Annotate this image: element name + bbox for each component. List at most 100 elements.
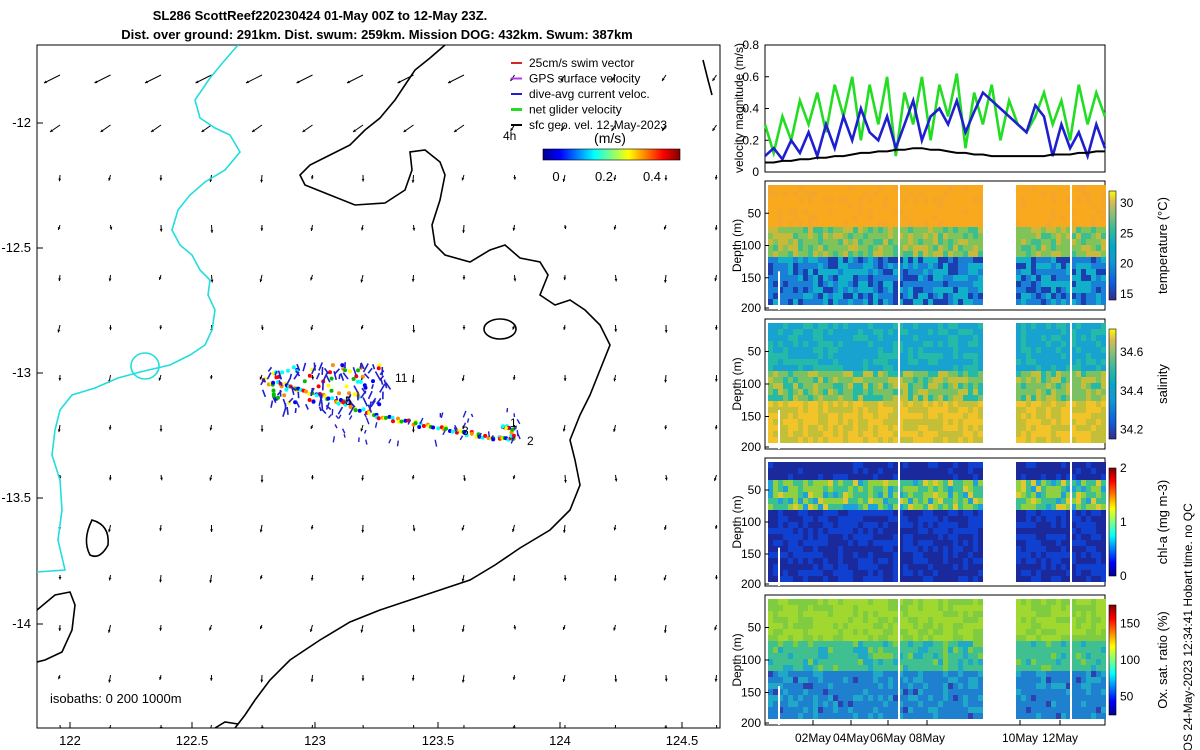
heatmap-cell <box>1031 462 1036 468</box>
heatmap-cell <box>943 197 948 203</box>
heatmap-cell <box>938 431 943 437</box>
heatmap-cell <box>833 335 838 341</box>
heatmap-cell <box>838 647 843 653</box>
heatmap-cell <box>1101 251 1106 257</box>
heatmap-cell <box>918 407 923 413</box>
current-vector-head <box>259 279 263 283</box>
heatmap-cell <box>828 486 833 492</box>
heatmap-cell <box>1046 185 1051 191</box>
heatmap-cell <box>1046 546 1051 552</box>
current-vector-head <box>158 276 162 280</box>
dive-avg-current-vector <box>295 370 301 377</box>
current-vector-head <box>310 277 313 281</box>
heatmap-cell <box>963 401 968 407</box>
heatmap-cell <box>958 221 963 227</box>
heatmap-cell <box>773 383 778 389</box>
heatmap-cell <box>773 641 778 647</box>
dive-avg-current-vector <box>339 373 345 381</box>
heatmap-cell <box>933 425 938 431</box>
heatmap-cell <box>1061 281 1066 287</box>
heatmap-cell <box>878 576 883 582</box>
heatmap-cell <box>1096 516 1101 522</box>
heatmap-cell <box>873 534 878 540</box>
heatmap-cell <box>918 528 923 534</box>
heatmap-cell <box>818 659 823 665</box>
heatmap-cell <box>868 335 873 341</box>
heatmap-cell <box>1071 534 1076 540</box>
heatmap-cell <box>973 486 978 492</box>
heatmap-cell <box>803 504 808 510</box>
heatmap-cell <box>963 197 968 203</box>
heatmap-cell <box>1071 191 1076 197</box>
heatmap-cell <box>883 209 888 215</box>
heatmap-cell <box>838 528 843 534</box>
heatmap-cell <box>968 371 973 377</box>
heatmap-cell <box>1016 323 1021 329</box>
heatmap-cell <box>1041 564 1046 570</box>
heatmap-cell <box>943 383 948 389</box>
heatmap-cell <box>813 468 818 474</box>
heatmap-cell <box>803 653 808 659</box>
heatmap-cell <box>943 510 948 516</box>
heatmap-cell <box>853 528 858 534</box>
heatmap-cell <box>1026 570 1031 576</box>
heatmap-cell <box>893 281 898 287</box>
heatmap-cell <box>813 257 818 263</box>
heatmap-cell <box>953 522 958 528</box>
current-vector-head <box>159 627 163 631</box>
heatmap-cell <box>973 209 978 215</box>
heatmap-cell <box>803 462 808 468</box>
heatmap-cell <box>1076 522 1081 528</box>
heatmap-cell <box>908 185 913 191</box>
heatmap-cell <box>873 197 878 203</box>
heatmap-cell <box>853 629 858 635</box>
heatmap-cell <box>898 245 903 251</box>
current-vector <box>195 74 212 84</box>
heatmap-cell <box>958 413 963 419</box>
heatmap-cell <box>873 653 878 659</box>
heatmap-cell <box>928 365 933 371</box>
heatmap-cell <box>938 522 943 528</box>
heatmap-cell <box>928 227 933 233</box>
heatmap-cell <box>838 209 843 215</box>
heatmap-cell <box>918 341 923 347</box>
heatmap-cell <box>968 221 973 227</box>
heatmap-cell <box>933 504 938 510</box>
heatmap-cell <box>918 510 923 516</box>
heatmap-cell <box>873 425 878 431</box>
heatmap-cell <box>878 383 883 389</box>
current-vector-head <box>58 178 62 182</box>
heatmap-cell <box>898 437 903 443</box>
heatmap-cell <box>783 486 788 492</box>
heatmap-cell <box>1066 576 1071 582</box>
heatmap-cell <box>1071 377 1076 383</box>
heatmap-cell <box>1086 371 1091 377</box>
heatmap-cell <box>803 371 808 377</box>
heatmap-cell <box>833 215 838 221</box>
current-vector-head <box>361 678 365 681</box>
heatmap-cell <box>773 683 778 689</box>
heatmap-cell <box>1081 528 1086 534</box>
heatmap-cell <box>793 570 798 576</box>
heatmap-cell <box>798 257 803 263</box>
heatmap-cell <box>808 431 813 437</box>
heatmap-cell <box>873 365 878 371</box>
heatmap-cell <box>868 365 873 371</box>
heatmap-cell <box>958 510 963 516</box>
heatmap-cell <box>798 221 803 227</box>
heatmap-cell <box>1031 239 1036 245</box>
heatmap-cell <box>978 347 983 353</box>
heatmap-cell <box>868 227 873 233</box>
heatmap-cell <box>798 341 803 347</box>
heatmap-cell <box>943 413 948 419</box>
heatmap-cell <box>903 341 908 347</box>
heatmap-cell <box>973 323 978 329</box>
heatmap-cell <box>803 275 808 281</box>
heatmap-cell <box>798 576 803 582</box>
heatmap-cell <box>978 468 983 474</box>
heatmap-cell <box>953 504 958 510</box>
heatmap-cell <box>1041 474 1046 480</box>
heatmap-cell <box>843 510 848 516</box>
heatmap-cell <box>888 329 893 335</box>
heatmap-cell <box>953 383 958 389</box>
